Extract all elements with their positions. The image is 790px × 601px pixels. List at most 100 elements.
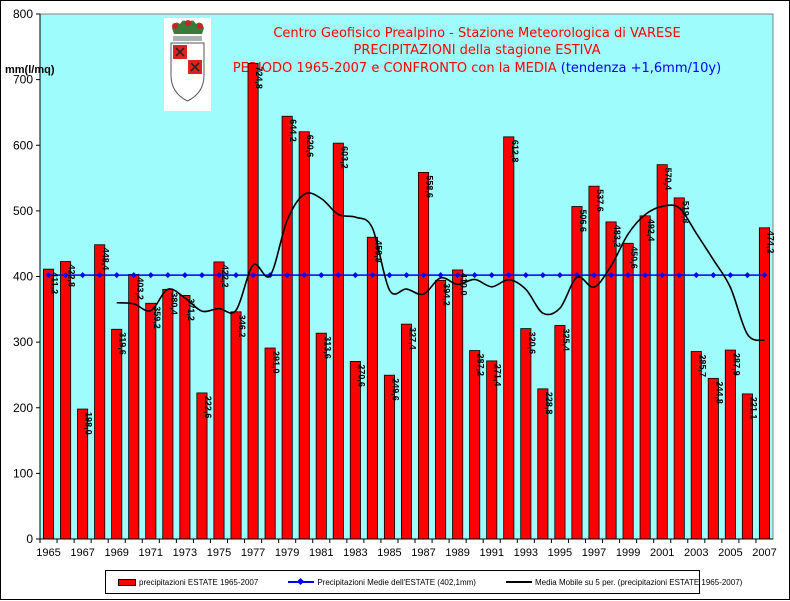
mean-point bbox=[386, 272, 393, 279]
x-tick-label: 1987 bbox=[411, 547, 435, 559]
bar bbox=[724, 349, 736, 540]
legend-swatch-moving-average bbox=[505, 581, 532, 583]
bar-value-label: 325,4 bbox=[561, 328, 571, 351]
bar-value-label: 346,2 bbox=[237, 315, 247, 338]
mean-point bbox=[420, 272, 427, 279]
bar-value-label: 570,4 bbox=[663, 168, 673, 191]
bar bbox=[520, 328, 532, 540]
bar bbox=[43, 268, 55, 540]
bar bbox=[554, 325, 566, 540]
bar-value-label: 221,1 bbox=[748, 397, 758, 420]
x-tick-label: 1977 bbox=[241, 547, 265, 559]
bar bbox=[230, 311, 242, 540]
mean-point bbox=[233, 272, 240, 279]
x-tick-label: 1995 bbox=[548, 547, 572, 559]
bar bbox=[332, 142, 344, 540]
bar bbox=[503, 136, 515, 540]
mean-point bbox=[539, 272, 546, 279]
bar bbox=[435, 279, 447, 540]
mean-point bbox=[164, 272, 171, 279]
mean-point bbox=[744, 272, 751, 279]
mean-point bbox=[608, 272, 615, 279]
bar bbox=[622, 242, 634, 540]
bar-value-label: 359,2 bbox=[152, 306, 162, 329]
y-tick-label: 0 bbox=[26, 532, 33, 546]
x-tick-label: 1999 bbox=[616, 547, 640, 559]
bar bbox=[145, 302, 157, 540]
axes bbox=[39, 14, 773, 540]
legend-item-moving-average: Media Mobile su 5 per. (precipitazioni E… bbox=[505, 578, 742, 587]
bar bbox=[60, 261, 72, 540]
y-tick-label: 100 bbox=[13, 466, 33, 480]
bar bbox=[213, 261, 225, 540]
bar bbox=[315, 332, 327, 540]
bar-value-label: 244,8 bbox=[714, 381, 724, 404]
mean-point bbox=[471, 272, 478, 279]
bar-value-label: 422,2 bbox=[220, 265, 230, 288]
bar-value-label: 448,4 bbox=[101, 248, 111, 271]
mean-point bbox=[130, 272, 137, 279]
y-axis-label: mm(l/mq) bbox=[5, 64, 55, 76]
bar-value-label: 249,6 bbox=[390, 378, 400, 401]
bar-value-label: 558,6 bbox=[425, 175, 435, 198]
bar bbox=[418, 172, 430, 540]
varese-coat-of-arms-icon bbox=[164, 18, 211, 111]
y-tick-label: 400 bbox=[13, 270, 33, 284]
bar-value-label: 271,4 bbox=[493, 364, 503, 387]
x-tick-label: 1965 bbox=[36, 547, 60, 559]
bar-value-label: 450,6 bbox=[629, 246, 639, 269]
bar-value-label: 537,6 bbox=[595, 189, 605, 212]
x-tick-label: 2007 bbox=[752, 547, 776, 559]
x-tick-label: 1985 bbox=[377, 547, 401, 559]
bar bbox=[639, 215, 651, 540]
bar-value-label: 411,2 bbox=[50, 272, 60, 294]
y-tick-label: 500 bbox=[13, 204, 33, 218]
mean-point bbox=[437, 272, 444, 279]
mean-point bbox=[79, 272, 86, 279]
x-tick-label: 1993 bbox=[514, 547, 538, 559]
bar-value-label: 620,6 bbox=[305, 135, 315, 158]
mean-point bbox=[693, 272, 700, 279]
x-tick-label: 1969 bbox=[104, 547, 128, 559]
bar-value-label: 644,2 bbox=[288, 119, 298, 142]
mean-point bbox=[352, 272, 359, 279]
x-tick-label: 1991 bbox=[479, 547, 503, 559]
legend-swatch-bars bbox=[118, 578, 136, 586]
x-tick-label: 1997 bbox=[582, 547, 606, 559]
legend-swatch-mean bbox=[288, 577, 315, 586]
bar-value-label: 612,8 bbox=[510, 140, 520, 163]
bar bbox=[452, 269, 464, 540]
legend-item-mean: Precipitazioni Medie dell'ESTATE (402,1m… bbox=[288, 578, 476, 587]
mean-point bbox=[284, 272, 291, 279]
bar-value-label: 394,2 bbox=[442, 283, 452, 306]
bar-value-label: 422,8 bbox=[67, 265, 77, 288]
bar-value-label: 198,0 bbox=[84, 412, 94, 435]
mean-point bbox=[659, 272, 666, 279]
legend-item-bars: precipitazioni ESTATE 1965-2007 bbox=[118, 578, 258, 587]
bar bbox=[162, 288, 174, 540]
bar bbox=[94, 244, 106, 540]
bar-value-label: 519,8 bbox=[680, 201, 690, 224]
bar-value-label: 327,4 bbox=[408, 327, 418, 350]
bar-value-label: 228,8 bbox=[544, 392, 554, 415]
x-tick-label: 1971 bbox=[139, 547, 163, 559]
mean-point bbox=[181, 272, 188, 279]
x-tick-label: 1967 bbox=[70, 547, 94, 559]
bar-value-label: 474,2 bbox=[765, 231, 775, 254]
mean-point bbox=[556, 272, 563, 279]
y-tick-label: 600 bbox=[13, 138, 33, 152]
mean-point bbox=[45, 272, 52, 279]
mean-point bbox=[96, 272, 103, 279]
bar-value-label: 287,9 bbox=[731, 353, 741, 376]
bar bbox=[588, 185, 600, 540]
mean-point bbox=[113, 272, 120, 279]
legend-label-bars: precipitazioni ESTATE 1965-2007 bbox=[139, 577, 259, 587]
mean-point bbox=[642, 272, 649, 279]
bar-value-label: 403,2 bbox=[135, 277, 145, 300]
mean-point bbox=[727, 272, 734, 279]
bar bbox=[247, 62, 259, 540]
bar-value-label: 313,6 bbox=[322, 336, 332, 359]
mean-point bbox=[454, 272, 461, 279]
mean-point bbox=[761, 272, 768, 279]
